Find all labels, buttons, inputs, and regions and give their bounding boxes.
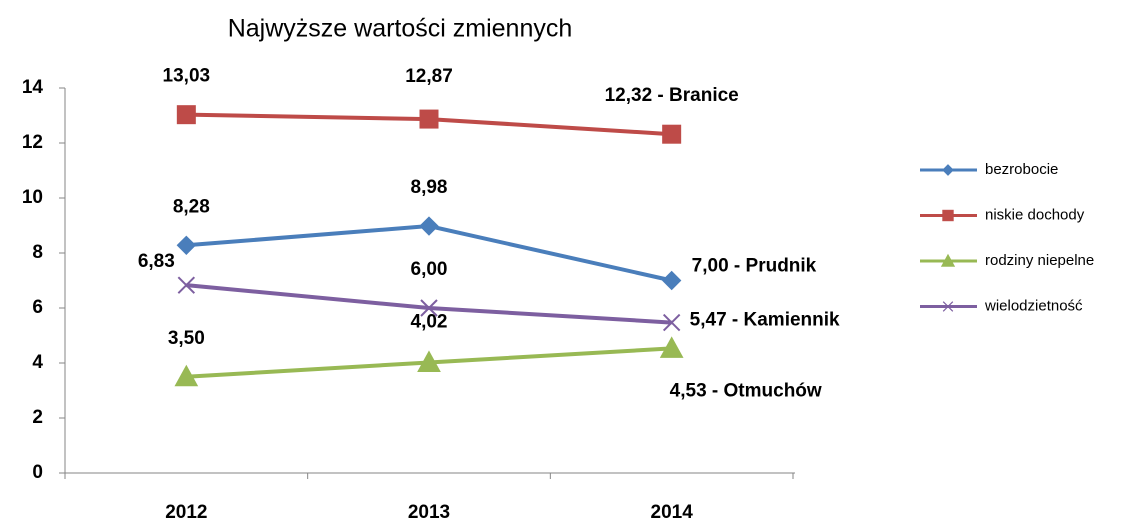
data-label: 5,47 - Kamiennik bbox=[690, 310, 840, 331]
data-label: 12,87 bbox=[405, 66, 453, 87]
marker bbox=[942, 209, 954, 222]
y-tick-label: 4 bbox=[32, 352, 43, 373]
legend-label: wielodzietność bbox=[984, 297, 1083, 314]
marker bbox=[940, 253, 956, 267]
marker bbox=[419, 216, 439, 236]
marker bbox=[174, 364, 199, 387]
legend-label: niskie dochody bbox=[985, 206, 1085, 223]
marker bbox=[419, 109, 439, 129]
y-tick-label: 12 bbox=[22, 132, 43, 153]
data-label: 12,32 - Branice bbox=[605, 85, 739, 106]
marker bbox=[417, 350, 441, 372]
data-label: 7,00 - Prudnik bbox=[692, 256, 817, 277]
x-tick-label: 2013 bbox=[408, 502, 450, 519]
series: 8,28 8,98 7,00 - Prudnik bbox=[173, 177, 817, 291]
marker bbox=[662, 313, 681, 332]
marker bbox=[661, 270, 682, 291]
marker bbox=[659, 336, 684, 358]
y-tick-label: 0 bbox=[32, 462, 43, 483]
data-label: 8,98 bbox=[411, 177, 448, 198]
marker bbox=[662, 124, 682, 144]
legend-label: rodziny niepelne bbox=[985, 252, 1094, 269]
x-tick-label: 2012 bbox=[165, 502, 207, 519]
data-label: 4,02 bbox=[411, 311, 448, 332]
y-tick-label: 10 bbox=[22, 187, 43, 208]
series: 6,83 6,00 5,47 - Kamiennik bbox=[138, 251, 840, 332]
marker bbox=[942, 164, 954, 176]
marker bbox=[176, 105, 196, 125]
data-label: 6,00 bbox=[411, 259, 448, 280]
data-label: 8,28 bbox=[173, 196, 210, 217]
data-label: 6,83 bbox=[138, 251, 175, 272]
data-label: 4,53 - Otmuchów bbox=[670, 380, 822, 401]
marker bbox=[176, 235, 197, 256]
series: 3,50 4,02 4,53 - Otmuchów bbox=[168, 311, 822, 401]
y-tick-label: 6 bbox=[32, 297, 43, 318]
data-label: 3,50 bbox=[168, 328, 205, 349]
x-tick-label: 2014 bbox=[651, 502, 694, 519]
chart-title: Najwyższe wartości zmiennych bbox=[228, 15, 573, 43]
legend-label: bezrobocie bbox=[985, 161, 1058, 178]
series: 13,03 12,87 12,32 - Branice bbox=[163, 66, 739, 144]
y-tick-label: 14 bbox=[22, 77, 44, 98]
marker bbox=[420, 299, 438, 317]
data-label: 13,03 bbox=[163, 66, 211, 87]
marker bbox=[942, 301, 954, 312]
y-tick-label: 8 bbox=[32, 242, 43, 263]
y-tick-label: 2 bbox=[32, 407, 43, 428]
marker bbox=[177, 276, 196, 294]
